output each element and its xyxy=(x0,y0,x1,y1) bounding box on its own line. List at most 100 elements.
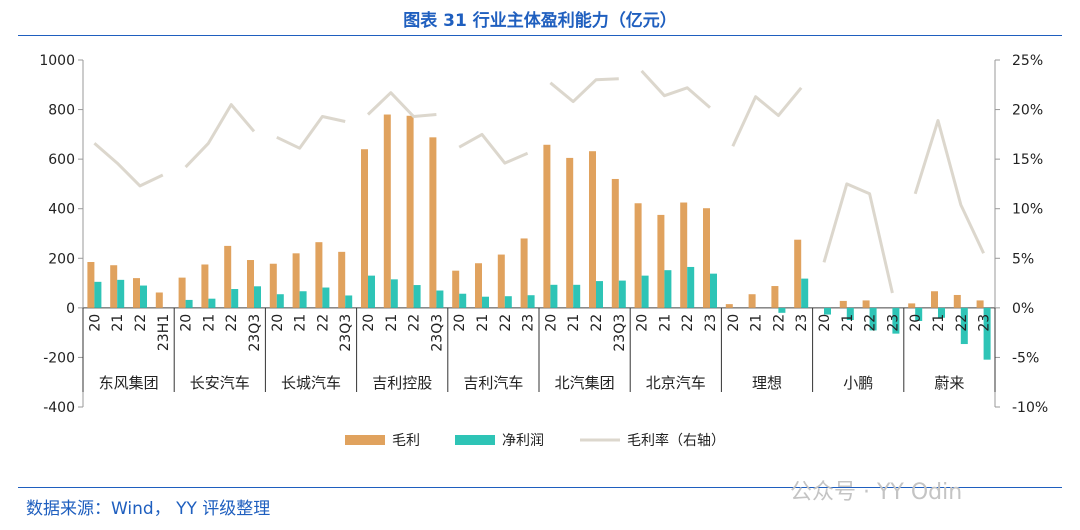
left-tick-label: -400 xyxy=(43,400,75,416)
period-label: 22 xyxy=(589,314,605,332)
group-label: 吉利控股 xyxy=(372,374,432,392)
period-label: 20 xyxy=(179,314,195,332)
period-label: 20 xyxy=(361,314,377,332)
bar-net xyxy=(824,307,831,315)
bar-gross xyxy=(589,151,596,308)
margin-line xyxy=(366,91,437,118)
period-label: 21 xyxy=(475,314,491,332)
period-label: 21 xyxy=(384,314,400,332)
bar-net xyxy=(94,281,102,308)
group-label: 理想 xyxy=(752,374,782,392)
bar-net xyxy=(436,290,444,308)
period-label: 23 xyxy=(703,314,719,332)
bar-gross xyxy=(931,291,938,308)
bar-gross xyxy=(224,245,232,308)
margin-line xyxy=(549,77,619,104)
bar-gross xyxy=(155,292,163,308)
bar-net xyxy=(254,286,261,308)
period-label: 23Q3 xyxy=(612,314,628,352)
bar-net xyxy=(915,307,923,321)
bar-net xyxy=(504,296,512,308)
bar-gross xyxy=(497,254,505,308)
bar-gross xyxy=(429,137,437,308)
bar-gross xyxy=(315,242,323,308)
footer-rule xyxy=(18,487,1062,488)
left-tick-label: 0 xyxy=(66,301,75,317)
bar-gross xyxy=(406,115,414,308)
bar-net xyxy=(276,294,284,308)
period-label: 21 xyxy=(931,314,947,332)
period-label: 21 xyxy=(840,314,856,332)
bar-net xyxy=(185,299,193,308)
bar-net xyxy=(459,293,467,308)
bar-net xyxy=(641,275,649,308)
bar-net xyxy=(618,280,626,308)
category-labels-layer: 20 21 22 23H1 东风集团 20 21 22 23Q3 长安汽车 20 21 22 23Q3 长城… xyxy=(82,307,996,392)
period-label: 22 xyxy=(133,314,149,332)
bar-net xyxy=(140,285,147,308)
bar-gross xyxy=(475,263,482,308)
period-label: 22 xyxy=(498,314,514,332)
legend-label-gross: 毛利 xyxy=(392,433,420,449)
right-tick-label: 10% xyxy=(1012,202,1043,218)
group-label: 蔚来 xyxy=(934,374,964,392)
legend: 毛利 净利润 毛利率（右轴） xyxy=(345,432,725,449)
bar-net xyxy=(596,281,603,308)
bar-net xyxy=(983,307,991,360)
period-label: 21 xyxy=(110,314,126,332)
source-note: 数据来源：Wind， YY 评级整理 xyxy=(26,499,271,519)
period-label: 23 xyxy=(521,314,537,332)
bar-net xyxy=(869,307,877,331)
period-label: 22 xyxy=(771,314,787,332)
margin-line xyxy=(276,115,346,150)
group-label: 北汽集团 xyxy=(555,374,615,392)
margin-line xyxy=(458,132,529,165)
bar-net xyxy=(117,279,125,308)
bar-gross xyxy=(361,149,368,308)
period-label: 20 xyxy=(726,314,742,332)
bar-gross xyxy=(452,270,460,308)
right-tick-label: 0% xyxy=(1012,301,1034,317)
bar-gross xyxy=(383,114,391,308)
left-tick-label: 200 xyxy=(48,251,75,267)
bar-net xyxy=(664,270,672,308)
bar-gross xyxy=(725,304,733,308)
bar-gross xyxy=(839,300,847,308)
period-label: 22 xyxy=(863,314,879,332)
bar-net xyxy=(231,289,239,308)
bar-gross xyxy=(611,178,619,308)
period-label: 20 xyxy=(87,314,103,332)
period-label: 21 xyxy=(293,314,309,332)
bar-gross xyxy=(794,239,802,308)
bar-gross xyxy=(292,253,300,308)
bar-net xyxy=(573,284,581,308)
bar-net xyxy=(550,284,558,308)
period-label: 20 xyxy=(817,314,833,332)
period-label: 23Q3 xyxy=(247,314,263,352)
bar-net xyxy=(710,273,717,308)
bar-gross xyxy=(269,263,277,308)
left-tick-label: 400 xyxy=(48,202,75,218)
bar-net xyxy=(892,307,900,334)
legend-label-net: 净利润 xyxy=(502,433,544,449)
period-label: 23 xyxy=(794,314,810,332)
bar-gross xyxy=(703,208,710,308)
margin-line xyxy=(822,182,894,294)
bar-gross xyxy=(634,203,642,308)
legend-label-margin: 毛利率（右轴） xyxy=(627,432,725,449)
period-label: 23H1 xyxy=(156,314,172,351)
right-tick-label: 15% xyxy=(1012,152,1043,168)
legend-swatch-gross xyxy=(345,435,385,445)
bar-gross xyxy=(680,202,688,308)
right-tick-label: -5% xyxy=(1012,350,1039,366)
margin-lines-layer xyxy=(93,69,985,294)
bar-gross xyxy=(178,277,186,308)
bar-net xyxy=(413,285,421,308)
bar-gross xyxy=(862,300,870,308)
period-label: 21 xyxy=(201,314,217,332)
bar-net xyxy=(527,295,535,308)
bar-gross xyxy=(976,300,984,308)
period-label: 23 xyxy=(977,314,993,332)
margin-line xyxy=(640,69,711,109)
bar-gross xyxy=(771,286,779,308)
